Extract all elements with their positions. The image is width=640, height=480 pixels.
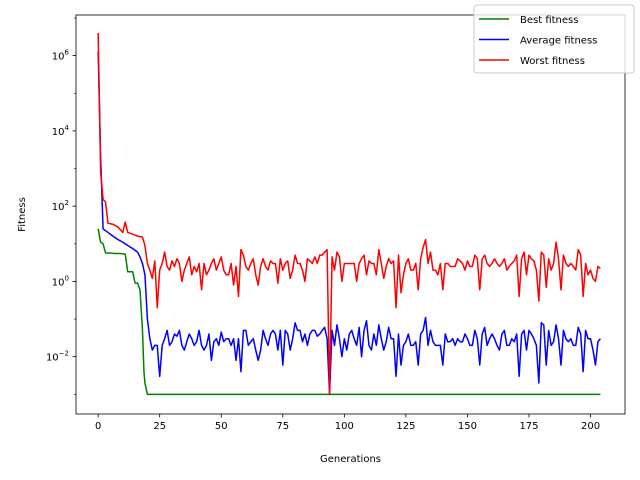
y-axis-ticks: 106 104 102 100 10−2 [46,17,76,395]
y-tick-label: 106 [52,49,70,63]
series-layer [97,32,601,396]
plot-area [76,15,625,414]
series-line-average-fitness [97,51,601,396]
x-tick-label: 200 [581,421,600,432]
x-axis-ticks: 0 25 50 75 100 125 150 175 200 [95,414,600,432]
x-axis-label: Generations [320,454,381,465]
x-tick-label: 175 [519,421,538,432]
series-line-worst-fitness [97,32,601,396]
legend: Best fitness Average fitness Worst fitness [473,4,635,74]
y-tick-label: 100 [52,274,69,288]
legend-label: Worst fitness [520,56,585,67]
y-tick-label: 10−2 [46,350,69,364]
x-tick-label: 150 [458,421,477,432]
x-tick-label: 0 [95,421,101,432]
x-tick-label: 25 [153,421,166,432]
x-tick-label: 75 [276,421,289,432]
y-tick-label: 104 [52,124,70,138]
y-tick-label: 102 [52,199,69,213]
legend-box [473,4,635,74]
axes-frame [75,14,626,415]
x-tick-label: 125 [396,421,415,432]
x-tick-label: 100 [335,421,354,432]
legend-label: Average fitness [520,36,597,47]
legend-label: Best fitness [520,15,578,26]
series-line-best-fitness [97,228,601,396]
y-axis-label: Fitness [17,197,28,232]
x-tick-label: 50 [215,421,228,432]
